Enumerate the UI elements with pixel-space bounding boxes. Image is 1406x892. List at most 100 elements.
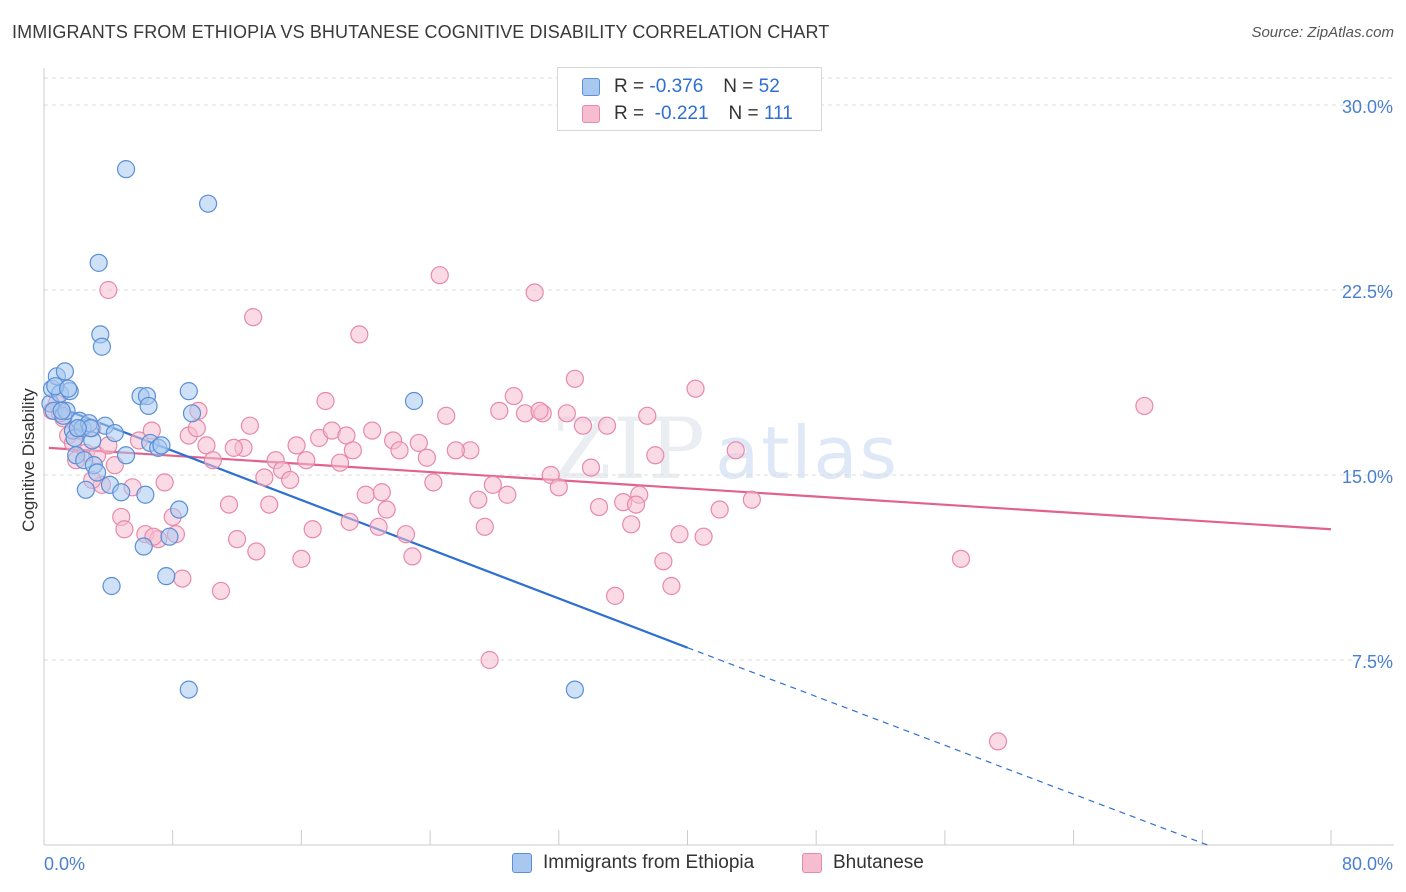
bottom-legend-label-bhutanese: Bhutanese xyxy=(833,852,924,873)
bhutanese-point xyxy=(350,325,369,344)
ethiopia-point xyxy=(59,379,78,398)
source-label: Source: ZipAtlas.com xyxy=(1251,24,1394,41)
bhutanese-point xyxy=(581,458,601,477)
y-tick-label: 15.0% xyxy=(1342,467,1393,487)
chart-title: IMMIGRANTS FROM ETHIOPIA VS BHUTANESE CO… xyxy=(12,22,830,42)
bhutanese-point xyxy=(430,266,449,285)
legend-row-ethiopia: R = -0.376 N = 52 xyxy=(582,75,780,99)
watermark-atlas: atlas xyxy=(715,411,900,495)
bhutanese-point xyxy=(281,470,300,490)
axes xyxy=(43,68,1394,846)
bhutanese-point xyxy=(203,451,223,470)
bhutanese-trend-line xyxy=(48,446,1332,531)
ethiopia-point xyxy=(157,567,176,586)
bhutanese-point xyxy=(260,495,279,514)
ethiopia-point xyxy=(68,419,87,438)
ethiopia-point xyxy=(92,337,112,356)
bottom-legend-ethiopia: Immigrants from Ethiopia xyxy=(512,852,754,874)
legend-swatch-ethiopia xyxy=(582,78,600,96)
ethiopia-point xyxy=(404,391,424,411)
bhutanese-point xyxy=(446,441,465,460)
bhutanese-point xyxy=(670,525,689,544)
bhutanese-point xyxy=(173,569,192,588)
legend-n-value: 111 xyxy=(763,103,793,124)
ethiopia-point xyxy=(179,680,198,699)
bhutanese-point xyxy=(219,495,239,514)
bottom-legend-bhutanese: Bhutanese xyxy=(802,852,924,874)
x-tick-label: 0.0% xyxy=(44,854,85,874)
bhutanese-point xyxy=(557,404,576,423)
bhutanese-point xyxy=(340,512,359,531)
bhutanese-point xyxy=(255,468,274,487)
bhutanese-point xyxy=(99,280,118,300)
legend-n-value: 52 xyxy=(758,76,780,97)
ethiopia-point xyxy=(198,194,218,213)
ethiopia-point xyxy=(105,423,124,443)
bhutanese-point xyxy=(710,500,729,519)
ethiopia-point xyxy=(55,362,75,381)
bhutanese-point xyxy=(247,542,266,561)
bhutanese-point xyxy=(726,441,745,460)
legend-r-value: -0.376 xyxy=(649,76,704,97)
bhutanese-point xyxy=(356,485,375,504)
bhutanese-point xyxy=(646,446,665,465)
ethiopia-point xyxy=(89,253,108,272)
bhutanese-point xyxy=(343,441,362,460)
bhutanese-point xyxy=(662,576,681,596)
bhutanese-point xyxy=(390,441,409,460)
ethiopia-point xyxy=(170,500,189,519)
legend-row-bhutanese: R = -0.221 N = 111 xyxy=(582,102,793,126)
bhutanese-point xyxy=(377,500,396,519)
bhutanese-point xyxy=(115,520,134,539)
legend-r-value: -0.221 xyxy=(654,103,709,124)
bhutanese-point xyxy=(469,490,488,509)
trend-lines xyxy=(48,402,1332,846)
legend-r-label: R = xyxy=(614,76,645,97)
bhutanese-point xyxy=(403,547,422,566)
y-tick-label: 30.0% xyxy=(1342,97,1393,117)
tick-labels: 7.5% 15.0% 22.5% 30.0% 0.0% 80.0% xyxy=(44,97,1393,874)
grid-lines xyxy=(44,77,1394,661)
bhutanese-point xyxy=(988,732,1008,751)
bhutanese-point xyxy=(316,391,335,411)
y-axis-label: Cognitive Disability xyxy=(19,388,38,532)
bhutanese-point xyxy=(573,416,593,435)
bhutanese-point xyxy=(224,438,243,457)
bhutanese-point xyxy=(227,530,247,549)
bhutanese-point xyxy=(565,369,584,388)
bhutanese-point xyxy=(530,401,549,420)
bhutanese-point xyxy=(504,386,523,406)
bhutanese-point xyxy=(287,436,306,455)
bhutanese-point xyxy=(244,308,263,327)
bhutanese-point xyxy=(292,549,311,568)
y-tick-label: 7.5% xyxy=(1352,652,1393,672)
ethiopia-point xyxy=(102,576,121,596)
ethiopia-point xyxy=(152,436,171,455)
ethiopia-point xyxy=(134,537,153,556)
x-tick-label: 80.0% xyxy=(1342,854,1393,874)
bhutanese-point xyxy=(480,650,499,670)
bhutanese-point xyxy=(369,517,388,536)
bhutanese-point xyxy=(498,485,517,504)
ethiopia-point xyxy=(182,404,202,423)
bhutanese-point xyxy=(363,421,382,440)
bhutanese-point xyxy=(951,549,971,568)
bhutanese-point xyxy=(626,495,646,514)
bhutanese-point xyxy=(654,552,673,571)
bhutanese-point xyxy=(1135,396,1154,416)
bhutanese-point xyxy=(303,520,322,539)
bhutanese-point xyxy=(597,416,617,435)
bhutanese-point xyxy=(297,451,316,470)
bottom-legend-swatch-bhutanese xyxy=(802,853,822,873)
bhutanese-point xyxy=(694,527,713,546)
ethiopia-point xyxy=(76,480,95,499)
bhutanese-point xyxy=(622,515,641,534)
bhutanese-point xyxy=(155,473,174,492)
bhutanese-point xyxy=(409,433,428,453)
bottom-legend-label-ethiopia: Immigrants from Ethiopia xyxy=(543,852,755,873)
bhutanese-point xyxy=(742,490,761,509)
ethiopia-points xyxy=(41,160,584,699)
legend-n-label: N = xyxy=(723,76,754,97)
bhutanese-point xyxy=(424,473,443,492)
